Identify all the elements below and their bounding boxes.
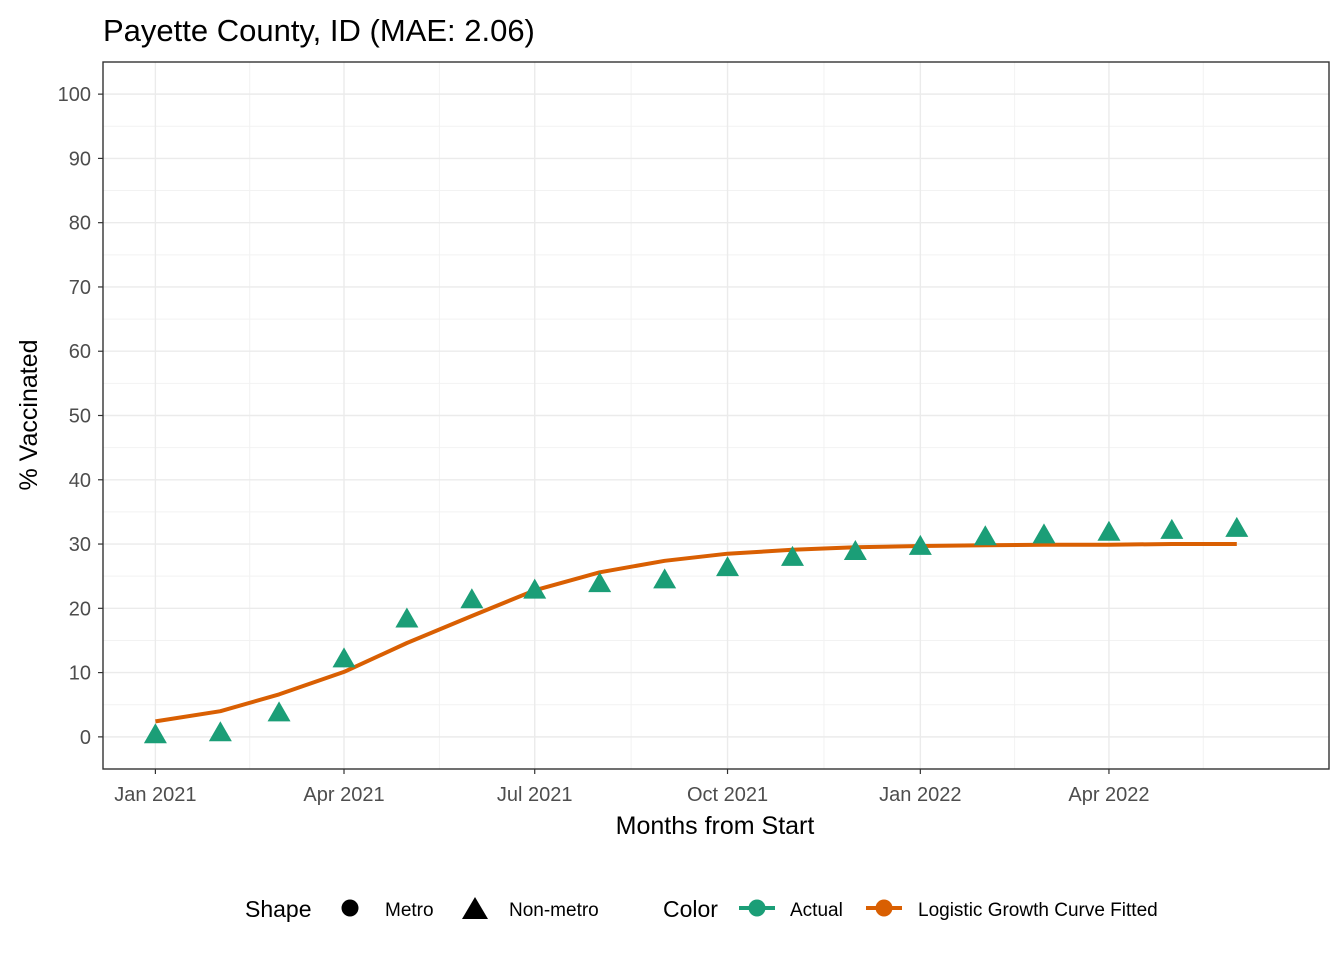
y-tick-label: 80 bbox=[69, 213, 91, 235]
legend-fitted-label: Logistic Growth Curve Fitted bbox=[918, 900, 1158, 921]
actual-points-layer bbox=[143, 516, 1249, 744]
x-tick-label: Apr 2022 bbox=[1068, 784, 1149, 806]
actual-data-point bbox=[653, 568, 677, 589]
actual-data-point bbox=[843, 540, 867, 561]
actual-data-point bbox=[588, 572, 612, 593]
legend-metro-circle-icon bbox=[341, 899, 359, 917]
x-tick-label: Jan 2022 bbox=[879, 784, 961, 806]
actual-data-point bbox=[143, 723, 167, 744]
legend-metro-label: Metro bbox=[385, 900, 434, 921]
y-tick-label: 60 bbox=[69, 341, 91, 363]
legend-nonmetro-label: Non-metro bbox=[509, 900, 599, 921]
y-tick-label: 30 bbox=[69, 534, 91, 556]
y-tick-label: 90 bbox=[69, 148, 91, 170]
actual-data-point bbox=[1032, 523, 1056, 544]
y-tick-label: 0 bbox=[80, 727, 91, 749]
fitted-curve-layer bbox=[155, 542, 1237, 724]
actual-data-point bbox=[780, 545, 804, 566]
y-axis-ticks: 0 10 20 30 40 50 60 70 80 90 100 bbox=[58, 84, 103, 749]
y-tick-label: 40 bbox=[69, 470, 91, 492]
actual-data-point bbox=[908, 534, 932, 555]
x-axis-ticks: Jan 2021 Apr 2021 Jul 2021 Oct 2021 Jan 2022… bbox=[114, 769, 1150, 806]
actual-data-point bbox=[332, 647, 356, 668]
actual-data-point bbox=[395, 607, 419, 628]
actual-data-point bbox=[460, 588, 484, 609]
legend-fitted-circle-icon bbox=[875, 899, 893, 917]
legend-actual-circle-icon bbox=[748, 899, 766, 917]
x-tick-label: Oct 2021 bbox=[687, 784, 768, 806]
y-tick-label: 10 bbox=[69, 663, 91, 685]
legend-shape-title: Shape bbox=[245, 896, 312, 922]
y-tick-label: 70 bbox=[69, 277, 91, 299]
legend-nonmetro-triangle-icon bbox=[462, 897, 488, 919]
actual-data-point bbox=[523, 578, 547, 599]
fitted-curve-line bbox=[155, 542, 1237, 724]
y-tick-label: 20 bbox=[69, 598, 91, 620]
actual-data-point bbox=[973, 525, 997, 546]
actual-data-point bbox=[267, 701, 291, 722]
x-tick-label: Jan 2021 bbox=[114, 784, 196, 806]
actual-data-point bbox=[1160, 518, 1184, 539]
x-tick-label: Jul 2021 bbox=[497, 784, 573, 806]
y-tick-label: 100 bbox=[58, 84, 91, 106]
y-axis-title: % Vaccinated bbox=[15, 339, 43, 490]
x-tick-label: Apr 2021 bbox=[303, 784, 384, 806]
actual-data-point bbox=[208, 721, 232, 742]
y-tick-label: 50 bbox=[69, 406, 91, 428]
legend-color-title: Color bbox=[663, 896, 718, 922]
actual-data-point bbox=[716, 556, 740, 577]
legend: Shape Metro Non-metro Color Actual Logis… bbox=[245, 896, 1158, 922]
x-axis-title: Months from Start bbox=[616, 812, 815, 840]
actual-data-point bbox=[1097, 520, 1121, 541]
chart-title: Payette County, ID (MAE: 2.06) bbox=[103, 13, 535, 48]
actual-data-point bbox=[1225, 516, 1249, 537]
legend-actual-label: Actual bbox=[790, 900, 843, 921]
